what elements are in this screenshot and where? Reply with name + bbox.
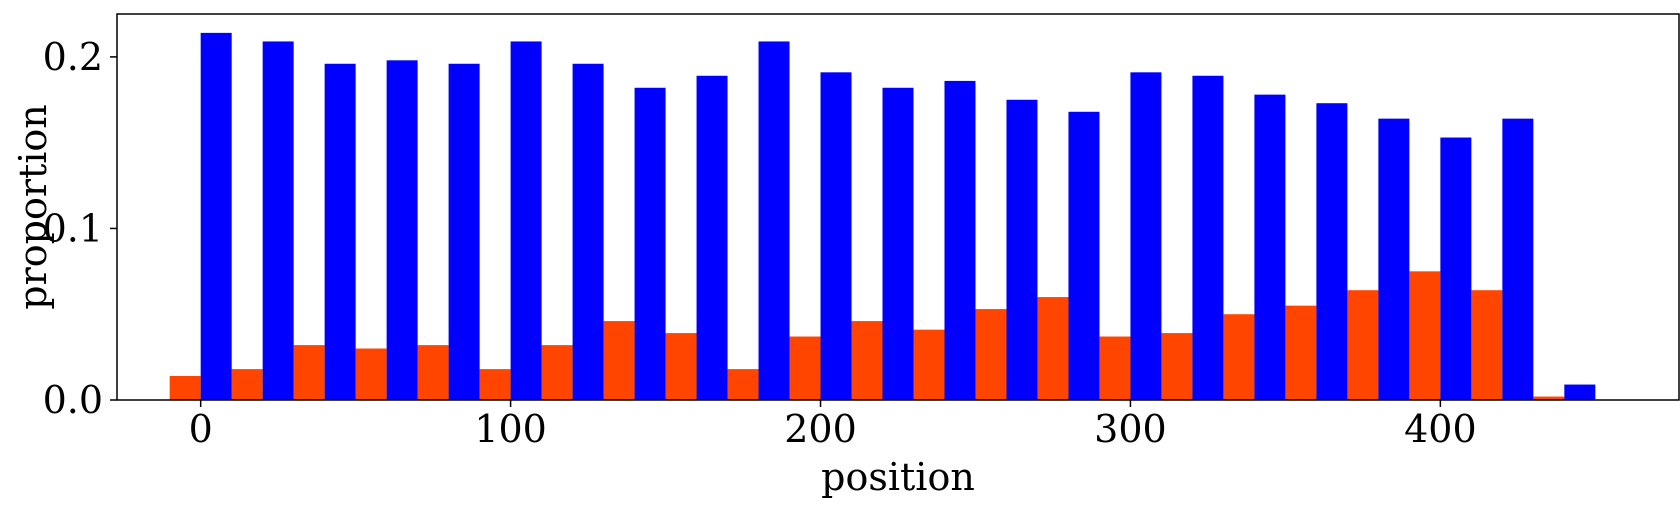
bar-series2-22 (1564, 384, 1596, 400)
bar-series2-21 (1502, 118, 1534, 400)
bar-series2-4 (448, 63, 480, 401)
bar-series1-13 (975, 309, 1007, 400)
bar-series2-20 (1440, 137, 1472, 400)
bar-series1-17 (1223, 314, 1255, 400)
bar-series1-11 (851, 321, 883, 400)
x-tick-label-2: 200 (784, 407, 857, 451)
bar-series2-14 (1068, 111, 1100, 400)
y-axis-ticks: 0.0 0.1 0.2 (43, 35, 117, 422)
x-tick-label-0: 0 (189, 407, 213, 451)
bar-series1-8 (665, 333, 697, 400)
bar-series1-18 (1285, 305, 1317, 400)
y-tick-label-2: 0.2 (43, 35, 103, 79)
bar-series1-3 (355, 348, 387, 400)
bar-series2-7 (634, 87, 666, 400)
bar-series2-2 (324, 63, 356, 401)
bar-series2-13 (1006, 99, 1038, 401)
y-axis-label: proportion (11, 104, 55, 310)
bar-series2-5 (510, 41, 542, 401)
bar-series2-3 (386, 60, 418, 400)
x-axis-label: position (821, 455, 975, 499)
bar-series1-1 (231, 369, 263, 400)
bar-series2-10 (820, 72, 852, 400)
bar-series1-21 (1471, 290, 1503, 400)
plot-frame (116, 13, 1680, 401)
x-tick-label-4: 400 (1404, 407, 1477, 451)
bar-series1-14 (1037, 297, 1069, 400)
bars-layer (169, 32, 1596, 401)
bar-series1-19 (1347, 290, 1379, 400)
bar-series2-16 (1192, 75, 1224, 400)
bar-series2-15 (1130, 72, 1162, 400)
bar-series2-17 (1254, 94, 1286, 401)
y-tick-label-1: 0.1 (43, 206, 103, 250)
bar-series1-2 (293, 345, 325, 400)
bar-series1-20 (1409, 271, 1441, 400)
y-tick-label-0: 0.0 (43, 378, 103, 422)
x-axis-ticks: 0 100 200 300 400 (189, 400, 1477, 451)
bar-series1-16 (1161, 333, 1193, 400)
bar-series1-4 (417, 345, 449, 400)
bar-series2-6 (572, 63, 604, 401)
bar-series2-9 (758, 41, 790, 401)
x-tick-label-1: 100 (474, 407, 547, 451)
bar-series1-7 (603, 321, 635, 400)
x-tick-label-3: 300 (1094, 407, 1167, 451)
bar-series2-18 (1316, 103, 1348, 400)
bar-series1-22 (1533, 396, 1565, 400)
bar-series1-9 (727, 369, 759, 400)
bar-series1-6 (541, 345, 573, 400)
bar-series2-8 (696, 75, 728, 400)
bar-series2-1 (262, 41, 294, 401)
bar-series2-0 (200, 32, 232, 400)
bar-series2-12 (944, 80, 976, 400)
bar-series1-15 (1099, 336, 1131, 400)
bar-series1-12 (913, 329, 945, 400)
bar-series2-11 (882, 87, 914, 400)
bar-series1-0 (169, 375, 201, 400)
bar-series1-5 (479, 369, 511, 400)
bar-series2-19 (1378, 118, 1410, 400)
bar-series1-10 (789, 336, 821, 400)
